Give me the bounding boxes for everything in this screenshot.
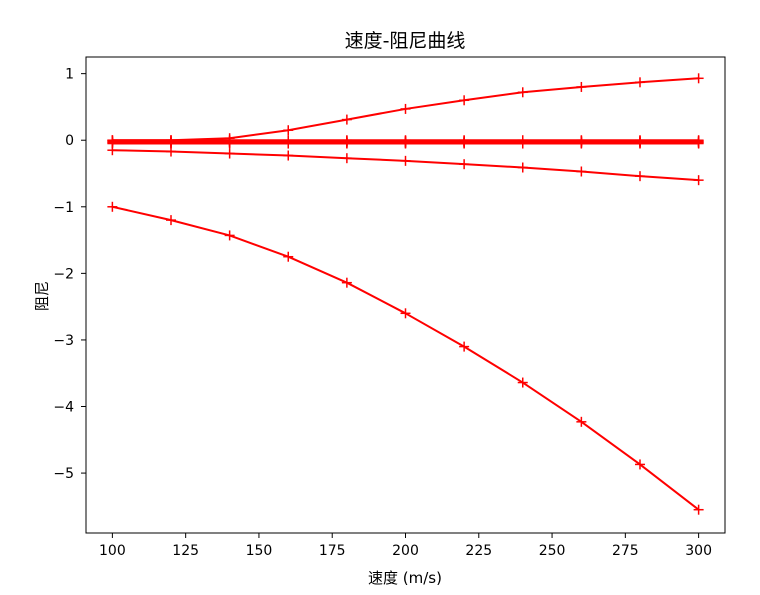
y-axis-label: 阻尼	[33, 281, 51, 311]
data-point-marker	[400, 308, 411, 319]
data-point-marker	[634, 138, 645, 149]
data-point-marker	[400, 103, 411, 114]
y-tick-label: 1	[65, 67, 74, 83]
data-point-marker	[693, 504, 704, 515]
data-point-marker	[341, 138, 352, 149]
y-tick-label: 0	[65, 133, 74, 149]
data-markers	[107, 73, 704, 515]
data-point-marker	[576, 166, 587, 177]
x-tick-label: 125	[172, 543, 199, 559]
data-point-marker	[224, 148, 235, 159]
data-point-marker	[224, 138, 235, 149]
data-point-marker	[517, 377, 528, 388]
data-point-marker	[400, 155, 411, 166]
data-point-marker	[459, 95, 470, 106]
y-tick-label: −2	[53, 266, 74, 282]
data-point-marker	[107, 201, 118, 212]
data-point-marker	[341, 114, 352, 125]
data-point-marker	[341, 153, 352, 164]
data-point-marker	[576, 416, 587, 427]
data-point-marker	[576, 81, 587, 92]
data-point-marker	[224, 230, 235, 241]
data-point-marker	[576, 138, 587, 149]
data-point-marker	[459, 159, 470, 170]
data-point-marker	[283, 150, 294, 161]
x-tick-label: 300	[685, 543, 712, 559]
data-point-marker	[283, 125, 294, 136]
data-point-marker	[166, 138, 177, 149]
data-point-marker	[693, 175, 704, 186]
chart-title: 速度-阻尼曲线	[345, 30, 466, 52]
data-point-marker	[517, 162, 528, 173]
axis-ticks: 100 125 150 175 200 225 250 275 300 1 0 −1 −2 −3 −4 −5	[53, 67, 712, 559]
x-tick-label: 200	[392, 543, 419, 559]
y-tick-label: −5	[53, 466, 74, 482]
data-point-marker	[634, 77, 645, 88]
data-point-marker	[517, 87, 528, 98]
data-point-marker	[459, 341, 470, 352]
y-tick-label: −1	[53, 200, 74, 216]
data-point-marker	[693, 138, 704, 149]
x-tick-label: 100	[99, 543, 126, 559]
data-point-marker	[517, 138, 528, 149]
x-tick-label: 250	[539, 543, 566, 559]
data-point-marker	[166, 215, 177, 226]
data-point-marker	[693, 73, 704, 84]
data-point-marker	[634, 171, 645, 182]
y-tick-label: −3	[53, 333, 74, 349]
data-point-marker	[400, 138, 411, 149]
data-point-marker	[634, 459, 645, 470]
data-point-marker	[283, 138, 294, 149]
series-line-1	[111, 205, 700, 511]
data-point-marker	[283, 251, 294, 262]
data-point-marker	[459, 138, 470, 149]
x-tick-label: 150	[246, 543, 273, 559]
data-point-marker	[107, 138, 118, 149]
y-tick-label: −4	[53, 400, 74, 416]
x-tick-label: 275	[612, 543, 639, 559]
x-axis-label: 速度 (m/s)	[368, 569, 442, 587]
x-tick-label: 225	[465, 543, 492, 559]
data-point-marker	[341, 277, 352, 288]
x-tick-label: 175	[319, 543, 346, 559]
plot-area-frame	[85, 56, 726, 534]
